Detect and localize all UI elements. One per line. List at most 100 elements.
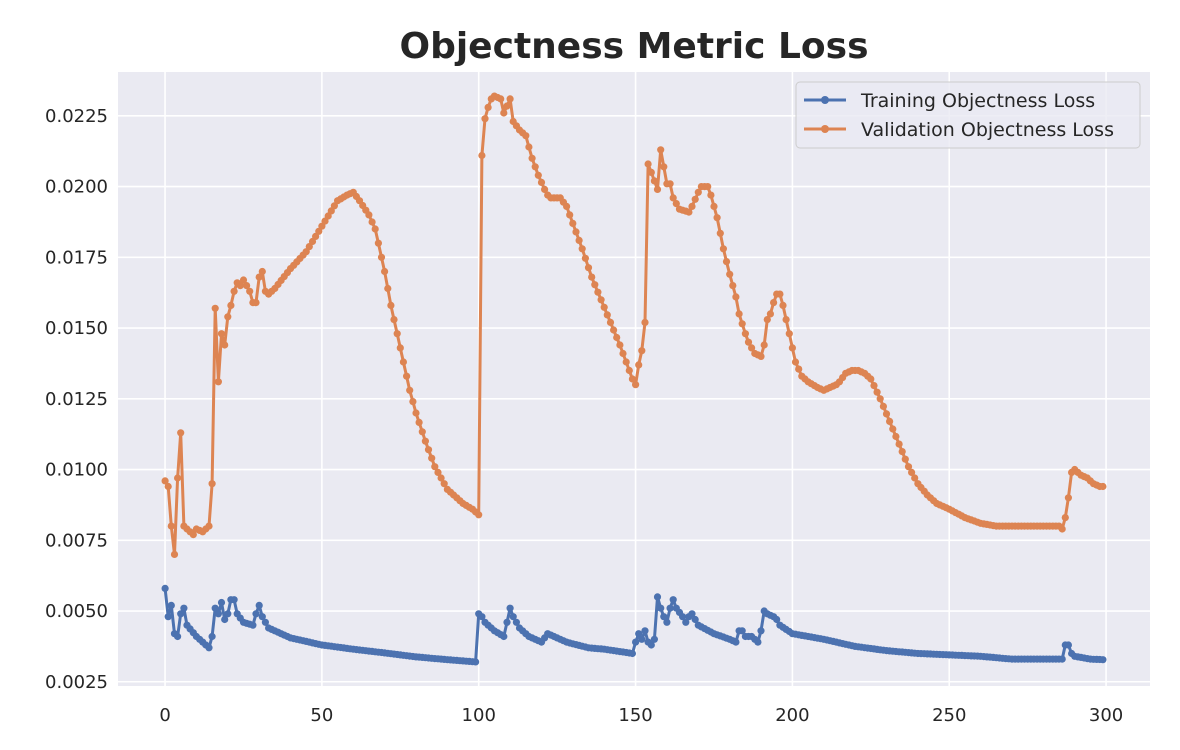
data-point — [217, 598, 226, 607]
data-point — [791, 358, 800, 366]
y-tick-label: 0.0025 — [45, 672, 108, 693]
data-point — [522, 132, 530, 140]
data-point — [500, 109, 508, 117]
data-point — [795, 365, 803, 373]
data-point — [898, 448, 906, 456]
data-point — [371, 225, 379, 233]
data-point — [227, 301, 235, 309]
x-tick-label: 300 — [1089, 705, 1123, 726]
data-point — [506, 95, 514, 103]
data-point — [478, 613, 486, 621]
data-point — [239, 276, 248, 284]
data-point — [393, 330, 401, 338]
data-point — [578, 245, 586, 253]
data-point — [581, 254, 590, 262]
data-point — [650, 177, 659, 185]
data-point — [660, 163, 668, 171]
data-point — [217, 330, 226, 338]
data-point — [221, 615, 229, 624]
data-point — [610, 326, 618, 334]
data-point — [1058, 525, 1066, 533]
data-point — [785, 330, 793, 338]
data-point — [660, 613, 668, 621]
data-point — [738, 627, 746, 635]
data-point — [224, 610, 232, 618]
y-tick-label: 0.0225 — [45, 106, 108, 127]
data-point — [657, 146, 665, 154]
data-point — [478, 151, 486, 160]
x-tick-label: 50 — [310, 705, 333, 726]
data-point — [895, 440, 903, 448]
y-tick-label: 0.0050 — [45, 601, 108, 622]
data-point — [437, 474, 445, 482]
data-point — [249, 621, 257, 629]
data-point — [365, 211, 373, 219]
data-point — [879, 402, 888, 410]
data-point — [713, 214, 721, 222]
data-point — [481, 115, 489, 123]
data-point — [760, 341, 768, 349]
data-point — [243, 282, 251, 290]
data-point — [726, 270, 734, 278]
data-point — [434, 468, 442, 476]
data-point — [246, 287, 254, 295]
data-point — [776, 290, 784, 298]
data-point — [541, 185, 549, 193]
data-point — [688, 202, 696, 210]
y-tick-label: 0.0125 — [45, 389, 108, 410]
data-point — [691, 195, 699, 203]
x-tick-label: 100 — [462, 705, 496, 726]
legend: Training Objectness Loss Validation Objec… — [795, 81, 1141, 149]
data-point — [650, 635, 659, 643]
data-point — [892, 432, 900, 441]
data-point — [161, 584, 169, 593]
data-point — [569, 219, 577, 227]
series-layer — [161, 92, 1107, 666]
data-point — [694, 188, 702, 196]
data-point — [572, 228, 580, 236]
data-point — [528, 154, 536, 162]
data-point — [632, 381, 640, 389]
data-point — [167, 601, 175, 610]
data-point — [757, 352, 765, 360]
data-point — [788, 344, 797, 352]
data-point — [657, 604, 665, 612]
data-point — [497, 95, 505, 103]
data-point — [688, 610, 696, 618]
data-point — [208, 632, 216, 641]
data-point — [421, 437, 429, 445]
data-point — [255, 273, 263, 281]
data-point — [221, 341, 229, 349]
data-point — [381, 267, 389, 276]
data-point — [773, 615, 781, 624]
data-point — [431, 463, 439, 471]
data-point — [691, 615, 699, 624]
data-point — [258, 267, 266, 276]
data-point — [525, 143, 533, 151]
data-point — [174, 474, 182, 482]
data-point — [911, 474, 919, 482]
data-point — [236, 282, 244, 290]
data-point — [591, 281, 599, 289]
data-point — [252, 299, 260, 307]
data-point — [440, 480, 448, 488]
data-point — [409, 398, 417, 406]
data-point — [766, 310, 775, 318]
data-point — [1064, 641, 1072, 649]
data-point — [428, 454, 436, 462]
data-point — [873, 388, 881, 396]
data-point — [616, 341, 624, 349]
data-point — [908, 468, 916, 476]
data-point — [503, 102, 511, 110]
data-point — [653, 185, 662, 193]
data-point — [214, 378, 222, 386]
legend-label: Training Objectness Loss — [860, 90, 1095, 112]
chart-title: Objectness Metric Loss — [399, 26, 869, 67]
data-point — [679, 613, 687, 621]
data-point — [258, 613, 266, 621]
data-point — [506, 604, 514, 612]
data-point — [704, 183, 712, 191]
data-point — [509, 613, 517, 621]
data-point — [647, 641, 655, 649]
